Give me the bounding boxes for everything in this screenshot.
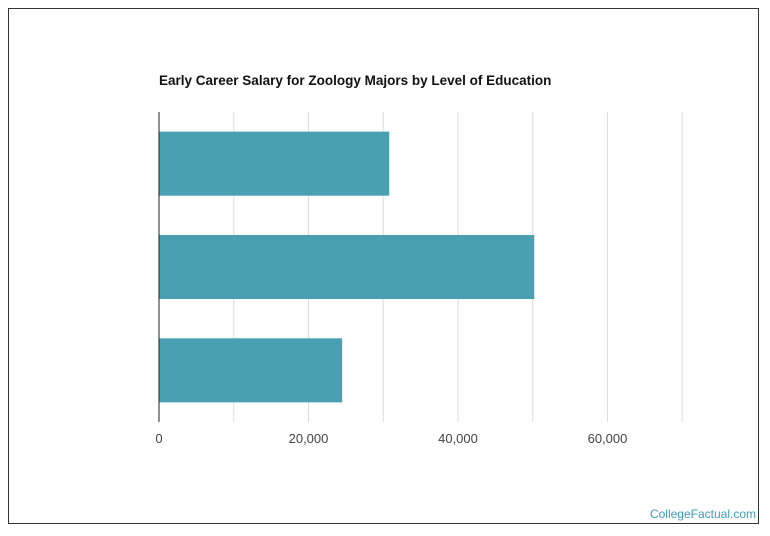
x-tick-label: 0 xyxy=(155,431,162,446)
bar-1[interactable] xyxy=(159,131,390,196)
chart-title: Early Career Salary for Zoology Majors b… xyxy=(159,73,552,88)
x-tick-label: 20,000 xyxy=(289,431,329,446)
bar-2[interactable] xyxy=(159,234,535,300)
bars xyxy=(159,131,535,403)
x-tick-label: 40,000 xyxy=(438,431,478,446)
x-axis-ticks: 0 20,000 40,000 60,000 xyxy=(155,431,627,446)
bar-3[interactable] xyxy=(159,338,343,403)
watermark-logo: CollegeFactual.com xyxy=(649,507,756,521)
x-tick-label: 60,000 xyxy=(588,431,628,446)
